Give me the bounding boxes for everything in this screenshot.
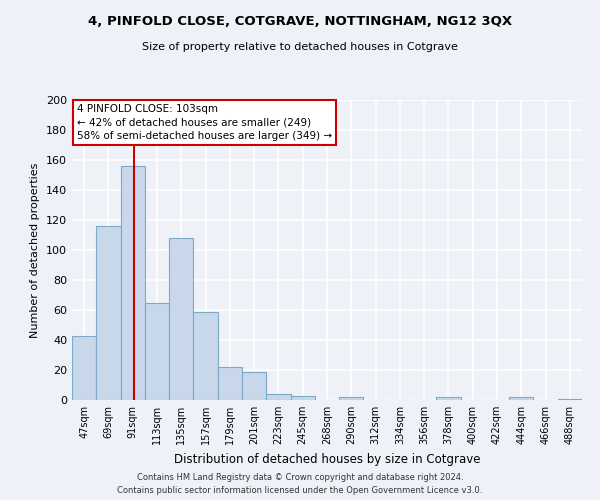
Bar	[436, 397, 461, 400]
Bar	[339, 397, 364, 400]
Bar	[169, 238, 193, 400]
Bar	[121, 166, 145, 400]
Text: Contains HM Land Registry data © Crown copyright and database right 2024.
Contai: Contains HM Land Registry data © Crown c…	[118, 474, 482, 495]
Text: 4 PINFOLD CLOSE: 103sqm
← 42% of detached houses are smaller (249)
58% of semi-d: 4 PINFOLD CLOSE: 103sqm ← 42% of detache…	[77, 104, 332, 141]
Bar	[96, 226, 121, 400]
Text: 4, PINFOLD CLOSE, COTGRAVE, NOTTINGHAM, NG12 3QX: 4, PINFOLD CLOSE, COTGRAVE, NOTTINGHAM, …	[88, 15, 512, 28]
Bar	[145, 302, 169, 400]
Bar	[290, 396, 315, 400]
X-axis label: Distribution of detached houses by size in Cotgrave: Distribution of detached houses by size …	[174, 452, 480, 466]
Text: Size of property relative to detached houses in Cotgrave: Size of property relative to detached ho…	[142, 42, 458, 52]
Y-axis label: Number of detached properties: Number of detached properties	[31, 162, 40, 338]
Bar	[266, 394, 290, 400]
Bar	[218, 367, 242, 400]
Bar	[72, 336, 96, 400]
Bar	[558, 398, 582, 400]
Bar	[242, 372, 266, 400]
Bar	[193, 312, 218, 400]
Bar	[509, 397, 533, 400]
